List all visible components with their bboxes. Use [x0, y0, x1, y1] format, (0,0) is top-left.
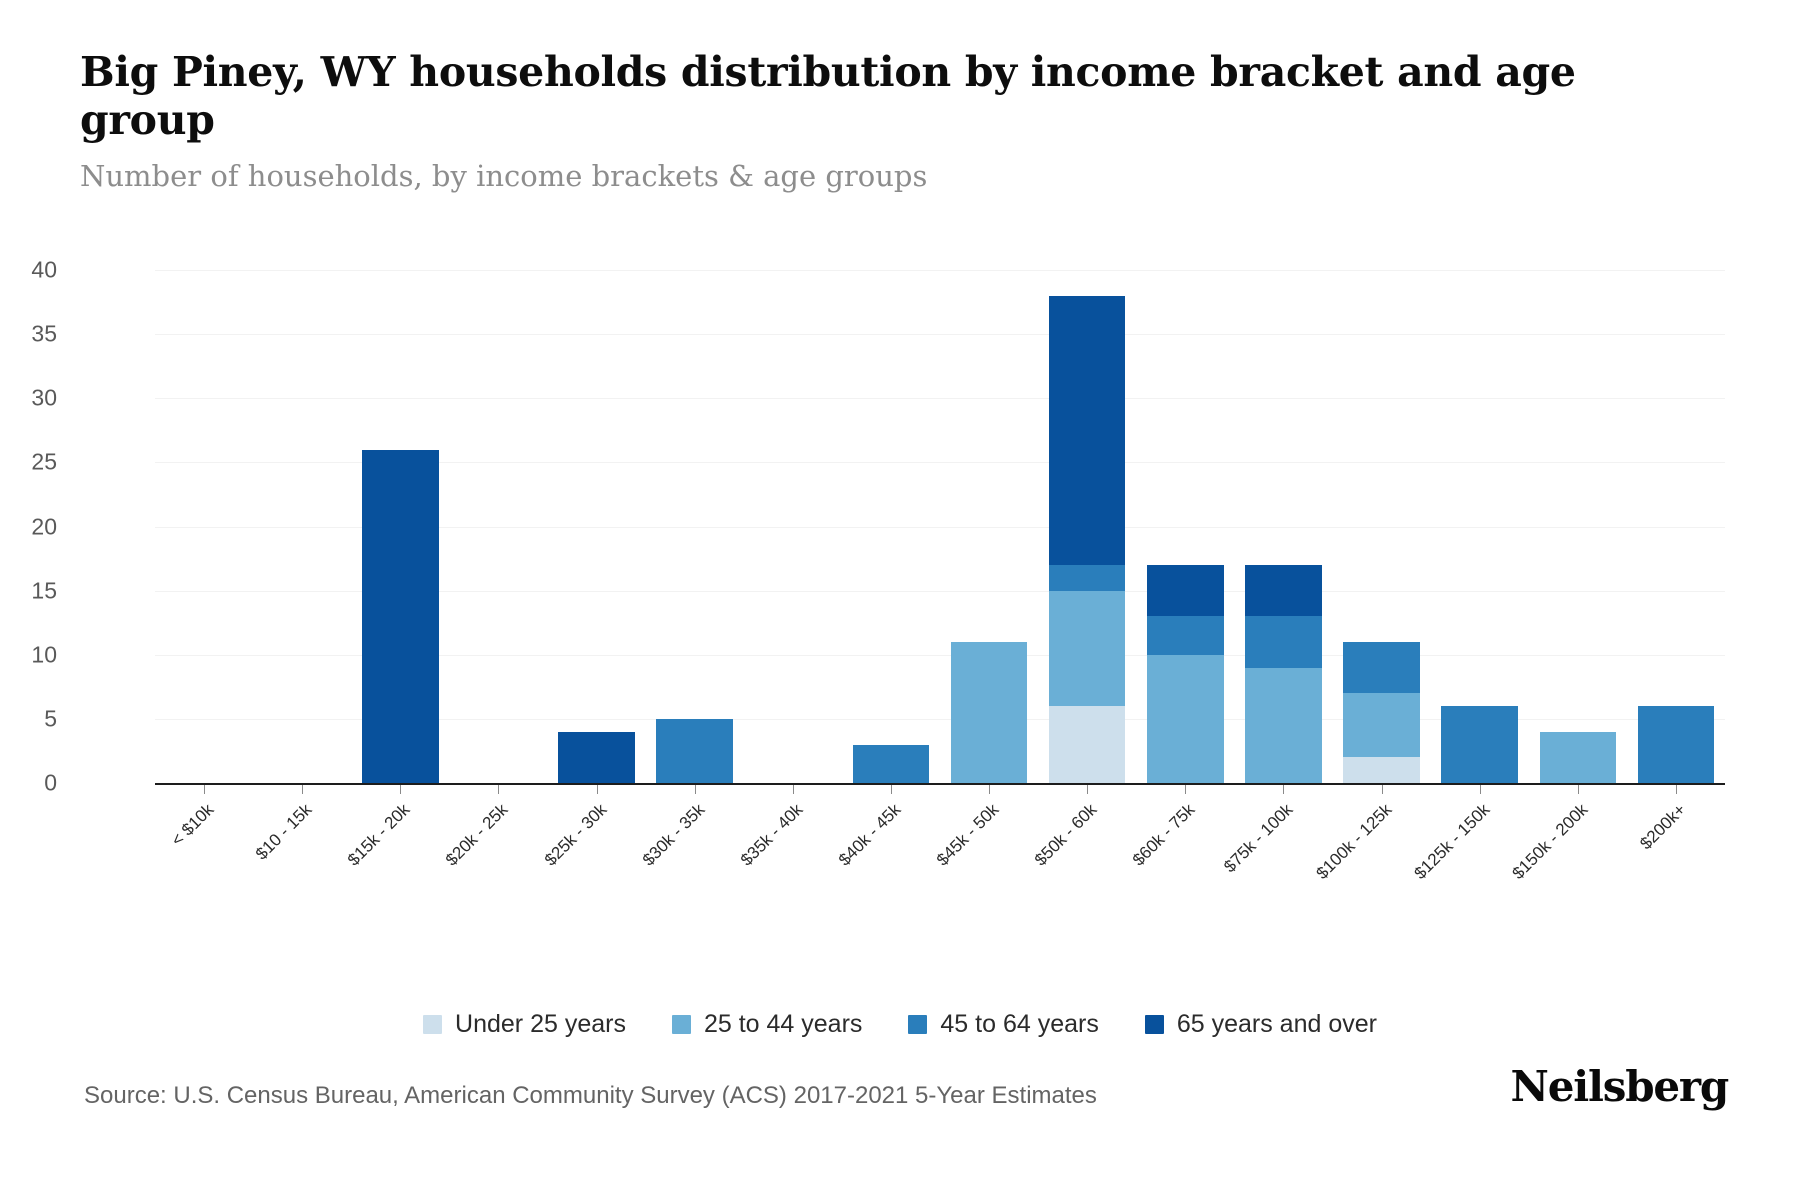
- x-axis-tick-mark: [890, 785, 892, 794]
- y-axis-tick-label: 5: [44, 705, 57, 732]
- bar-segment[interactable]: [1048, 565, 1126, 591]
- legend-item[interactable]: Under 25 years: [423, 1010, 626, 1039]
- y-axis-tick-label: 30: [31, 384, 57, 411]
- bar-segment[interactable]: [1048, 706, 1126, 783]
- legend-swatch-icon: [908, 1015, 928, 1034]
- chart-subtitle: Number of households, by income brackets…: [80, 158, 928, 193]
- x-axis-tick-mark: [1577, 785, 1579, 794]
- bar-segment[interactable]: [362, 449, 439, 783]
- bar-stack[interactable]: [950, 641, 1028, 783]
- bar-segment[interactable]: [1147, 654, 1224, 783]
- y-axis-tick-label: 10: [31, 641, 57, 668]
- bar-segment[interactable]: [1539, 731, 1617, 783]
- bar-stack[interactable]: [362, 449, 439, 783]
- x-axis-tick-mark: [1185, 785, 1187, 794]
- y-axis-tick-label: 20: [31, 513, 57, 539]
- x-axis-tick-mark: [400, 785, 402, 794]
- bar-segment[interactable]: [1245, 616, 1322, 668]
- x-axis-tick-mark: [1479, 785, 1481, 794]
- plot-area: 0 5 10 15 20 25 30 35 40 < $10k $10 - 15k $15k - 2…: [31, 257, 1725, 883]
- gridline: [155, 526, 1725, 528]
- gridline: [155, 462, 1725, 464]
- bar-segment[interactable]: [1343, 693, 1420, 758]
- x-axis-tick-mark: [1087, 785, 1089, 794]
- page-title: Big Piney, WY households distribution by…: [80, 48, 1576, 145]
- legend-label: 25 to 44 years: [703, 1010, 863, 1038]
- legend-swatch-icon: [671, 1015, 691, 1034]
- bar-segment[interactable]: [1637, 706, 1715, 783]
- brand-logo: Neilsberg: [1510, 1062, 1730, 1111]
- legend-label: 45 to 64 years: [940, 1010, 1099, 1038]
- bar-segment[interactable]: [950, 641, 1028, 783]
- bar-segment[interactable]: [1147, 616, 1224, 655]
- legend-item[interactable]: 45 to 64 years: [908, 1010, 1099, 1039]
- bar-segment[interactable]: [1343, 641, 1420, 694]
- y-axis-tick-label: 25: [31, 448, 57, 475]
- legend-label: 65 years and over: [1176, 1010, 1377, 1038]
- bar-segment[interactable]: [1245, 667, 1322, 783]
- gridline: [155, 654, 1725, 656]
- legend-swatch-icon: [423, 1015, 443, 1034]
- bar-stack[interactable]: [1245, 564, 1322, 783]
- bar-stack[interactable]: [1637, 706, 1715, 783]
- y-axis-ticks: 0 5 10 15 20 25 30 35 40: [31, 257, 1725, 796]
- bar-segment[interactable]: [656, 718, 733, 783]
- x-axis-tick-mark: [1283, 785, 1285, 794]
- bar-stack[interactable]: [852, 744, 930, 783]
- x-axis-tick-mark: [302, 785, 304, 794]
- x-axis-tick-mark: [204, 785, 206, 794]
- bar-segment[interactable]: [1343, 757, 1420, 783]
- legend-swatch-icon: [1144, 1015, 1164, 1034]
- bar-stack[interactable]: [558, 731, 635, 783]
- y-axis-tick-label: 15: [31, 577, 57, 604]
- bar-segment[interactable]: [1048, 590, 1126, 707]
- legend-label: Under 25 years: [455, 1010, 626, 1038]
- x-axis-tick-mark: [694, 785, 696, 794]
- bar-stack[interactable]: [656, 718, 733, 783]
- bar-segment[interactable]: [558, 731, 635, 783]
- x-axis-line: [155, 783, 1725, 785]
- x-axis-tick-mark: [596, 785, 598, 794]
- gridline: [155, 718, 1725, 720]
- bar-stack[interactable]: [1343, 641, 1420, 783]
- gridline: [155, 270, 1725, 271]
- gridline: [155, 590, 1725, 592]
- y-axis-tick-label: 40: [31, 256, 57, 283]
- y-axis-tick-label: 35: [31, 320, 57, 347]
- x-axis-tick-mark: [1381, 785, 1383, 794]
- bar-segment[interactable]: [1147, 564, 1224, 617]
- bar-segment[interactable]: [852, 744, 930, 783]
- source-note: Source: U.S. Census Bureau, American Com…: [84, 1082, 1097, 1109]
- bar-stack[interactable]: [1048, 295, 1126, 783]
- x-axis-tick-mark: [792, 785, 794, 794]
- bar-segment[interactable]: [1441, 706, 1518, 783]
- bar-stack[interactable]: [1539, 731, 1617, 783]
- x-axis-tick-mark: [498, 785, 500, 794]
- x-axis-tick-mark: [1675, 785, 1677, 794]
- bar-stack[interactable]: [1147, 564, 1224, 783]
- chart-legend: Under 25 years 25 to 44 years 45 to 64 yea…: [0, 1010, 1800, 1039]
- y-axis-tick-label: 0: [44, 769, 57, 796]
- legend-item[interactable]: 65 years and over: [1144, 1010, 1377, 1039]
- legend-item[interactable]: 25 to 44 years: [671, 1010, 863, 1039]
- gridline: [155, 398, 1725, 400]
- gridline: [155, 334, 1725, 336]
- x-axis-tick-mark: [989, 785, 991, 794]
- chart-header: Big Piney, WY households distribution by…: [80, 48, 1640, 193]
- bar-stack[interactable]: [1441, 706, 1518, 783]
- bar-segment[interactable]: [1245, 564, 1322, 617]
- bar-segment[interactable]: [1048, 295, 1126, 565]
